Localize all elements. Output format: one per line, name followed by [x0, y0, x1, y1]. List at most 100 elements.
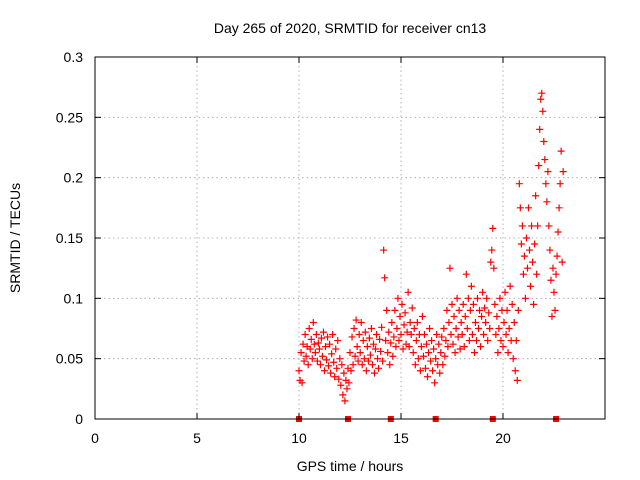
data-point: [399, 345, 407, 353]
x-tick-label: 0: [91, 430, 99, 446]
data-point: [339, 391, 347, 399]
data-point: [424, 373, 432, 381]
data-point: [305, 325, 313, 332]
data-point: [464, 294, 472, 302]
data-point: [548, 312, 556, 320]
chart-title: Day 265 of 2020, SRMTID for receiver cn1…: [214, 20, 487, 36]
data-point: [485, 309, 493, 317]
data-point: [385, 328, 393, 336]
data-point: [326, 340, 334, 348]
data-point: [496, 294, 504, 302]
data-point: [373, 331, 381, 339]
data-point: [349, 361, 357, 369]
data-point: [483, 294, 491, 302]
data-point: [557, 147, 565, 155]
data-point: [451, 349, 459, 357]
data-point: [298, 379, 306, 387]
data-point: [383, 306, 391, 314]
data-point: [423, 340, 430, 348]
data-point: [453, 294, 461, 302]
data-point: [353, 343, 361, 351]
data-point: [365, 334, 373, 342]
data-point: [380, 246, 388, 254]
data-point: [425, 349, 433, 357]
data-point: [550, 288, 558, 296]
data-point: [511, 367, 519, 375]
data-point: [491, 300, 499, 308]
data-point: [312, 331, 320, 339]
data-point: [384, 349, 392, 357]
data-point: [304, 361, 312, 369]
data-point: [469, 300, 477, 308]
data-point: [510, 318, 518, 326]
data-point: [390, 333, 398, 341]
data-point: [541, 156, 549, 164]
data-point: [309, 318, 317, 326]
data-point: [355, 331, 363, 339]
data-point: [315, 345, 323, 353]
data-point: [539, 107, 547, 115]
data-point: [405, 343, 413, 351]
data-point: [433, 331, 441, 339]
data-point: [388, 318, 396, 326]
data-point: [336, 355, 344, 363]
data-point: [504, 349, 512, 357]
data-point: [476, 306, 484, 314]
data-point: [352, 316, 360, 324]
data-point: [324, 333, 332, 341]
data-point: [337, 381, 345, 389]
data-point: [428, 337, 436, 345]
data-point: [440, 325, 448, 332]
data-point: [534, 222, 542, 230]
data-point: [530, 300, 538, 308]
data-point: [459, 300, 467, 308]
data-point: [456, 345, 464, 353]
data-point: [343, 385, 351, 393]
data-point: [520, 252, 528, 260]
data-point: [381, 274, 389, 282]
data-point: [447, 331, 455, 339]
data-point: [431, 379, 439, 387]
data-point: [414, 355, 422, 363]
data-point: [299, 340, 307, 348]
data-point: [471, 318, 479, 326]
data-point: [457, 318, 465, 326]
data-point: [523, 264, 531, 272]
data-point: [370, 369, 378, 377]
data-point: [401, 309, 409, 317]
data-point: [301, 331, 309, 339]
data-point: [544, 168, 552, 176]
data-point: [418, 312, 426, 320]
data-point: [444, 343, 452, 351]
data-point: [389, 352, 397, 360]
data-point: [468, 331, 476, 339]
data-point: [537, 95, 545, 103]
data-point: [526, 246, 534, 254]
data-point: [314, 339, 322, 347]
data-point: [345, 379, 353, 387]
data-point: [406, 318, 414, 326]
data-point: [308, 355, 316, 363]
data-point: [490, 264, 498, 272]
data-point: [555, 204, 563, 212]
data-point: [347, 367, 355, 375]
data-point: [372, 345, 379, 353]
data-point: [441, 352, 449, 360]
y-tick-label: 0.3: [64, 49, 84, 65]
data-point: [445, 318, 453, 326]
data-point: [369, 340, 377, 348]
data-point: [521, 294, 529, 302]
data-point: [478, 312, 486, 320]
data-point: [500, 318, 508, 326]
data-point: [439, 361, 447, 369]
data-point: [359, 337, 367, 345]
data-point: [416, 367, 424, 375]
data-point: [448, 300, 456, 308]
data-point: [461, 312, 469, 320]
data-point: [470, 349, 478, 357]
data-point: [307, 335, 315, 343]
data-point: [367, 325, 375, 332]
data-point: [529, 258, 537, 266]
data-point: [396, 312, 404, 320]
